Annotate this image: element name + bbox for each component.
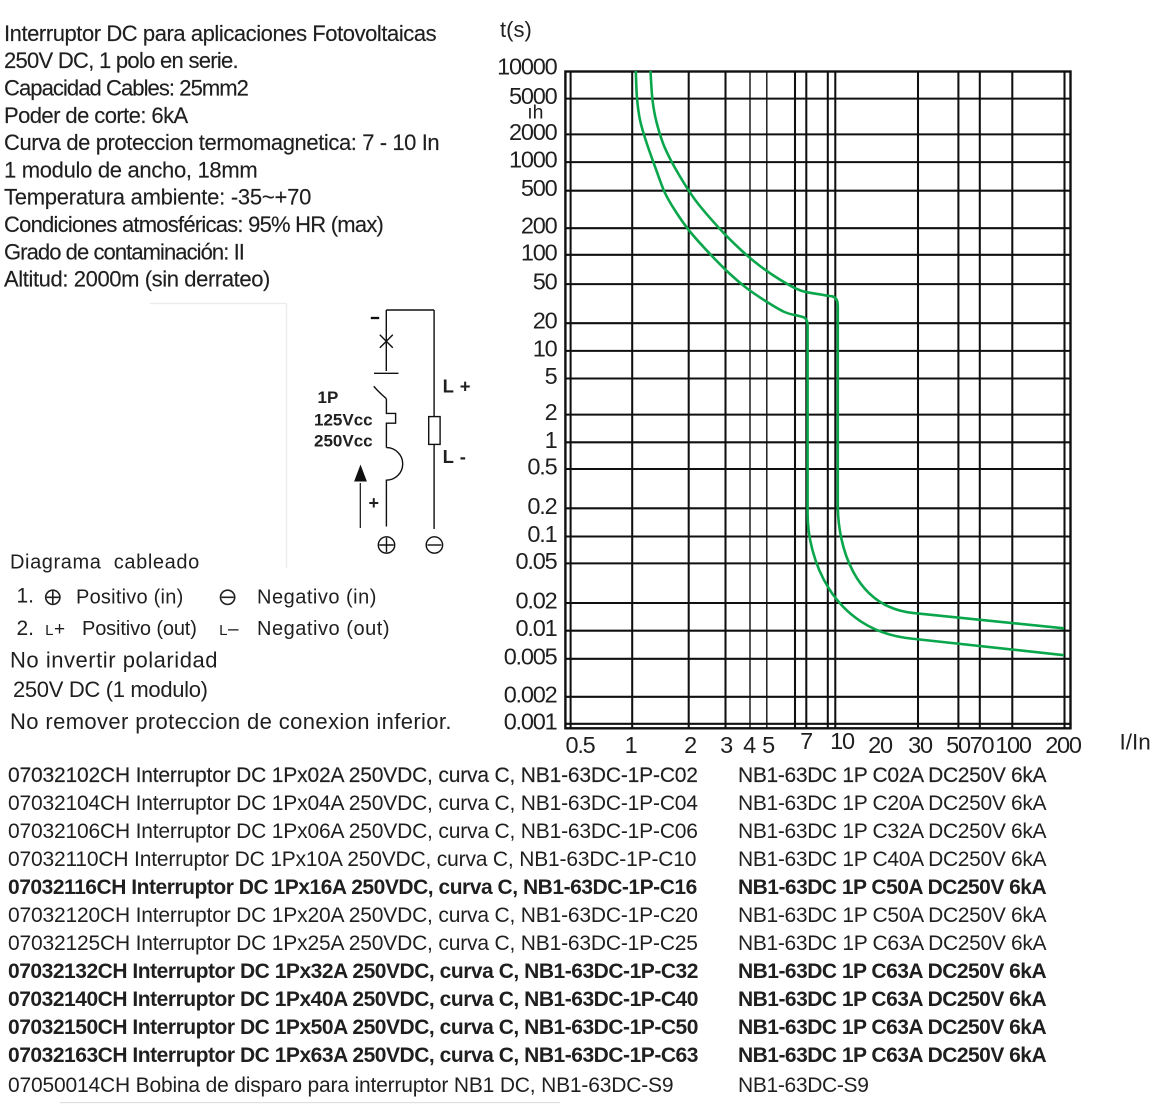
svg-text:Negativo (in): Negativo (in) [257,587,377,609]
svg-text:NB1-63DC 1P C63A DC250V 6kA: NB1-63DC 1P C63A DC250V 6kA [738,988,1046,1011]
svg-text:Capacidad Cables: 25mm2: Capacidad Cables: 25mm2 [4,76,249,101]
svg-text:NB1-63DC 1P C20A DC250V 6kA: NB1-63DC 1P C20A DC250V 6kA [738,792,1047,815]
svg-text:ıh: ıh [527,102,543,124]
svg-text:5: 5 [762,732,775,758]
svg-text:07032140CH Interruptor DC 1Px4: 07032140CH Interruptor DC 1Px40A 250VDC,… [8,988,698,1011]
svg-text:Interruptor DC para aplicacion: Interruptor DC para aplicaciones Fotovol… [4,21,437,46]
svg-text:30: 30 [908,732,933,758]
svg-text:+: + [369,493,380,513]
svg-text:0.02: 0.02 [516,588,557,614]
svg-text:Curva de proteccion termomagne: Curva de proteccion termomagnetica: 7 - … [4,130,439,155]
svg-text:07032110CH Interruptor DC 1Px1: 07032110CH Interruptor DC 1Px10A 250VDC,… [8,848,696,871]
svg-text:10: 10 [533,335,558,361]
svg-text:1.: 1. [17,585,35,608]
svg-text:250Vcc: 250Vcc [314,432,373,451]
svg-text:t(s): t(s) [500,17,532,42]
svg-text:07032163CH Interruptor DC 1Px6: 07032163CH Interruptor DC 1Px63A 250VDC,… [8,1044,698,1067]
svg-text:Negativo (out): Negativo (out) [257,618,390,640]
svg-text:0.01: 0.01 [516,615,557,641]
svg-text:3: 3 [720,732,733,758]
svg-text:L: L [219,622,227,639]
svg-text:NB1-63DC 1P C50A DC250V 6kA: NB1-63DC 1P C50A DC250V 6kA [738,876,1046,899]
svg-text:+: + [54,619,65,640]
svg-text:NB1-63DC 1P C63A DC250V 6kA: NB1-63DC 1P C63A DC250V 6kA [738,1016,1046,1039]
svg-text:Poder de corte: 6kA: Poder de corte: 6kA [4,103,189,128]
svg-text:07032116CH Interruptor DC 1Px1: 07032116CH Interruptor DC 1Px16A 250VDC,… [8,876,697,899]
svg-text:07050014CH Bobina de disparo p: 07050014CH Bobina de disparo para interr… [8,1074,673,1097]
svg-text:2: 2 [545,399,557,425]
svg-text:5000: 5000 [509,83,558,109]
svg-text:0.05: 0.05 [516,548,558,574]
svg-text:2: 2 [684,732,696,758]
svg-text:Grado de contaminación: II: Grado de contaminación: II [4,239,244,264]
svg-text:07032104CH Interruptor DC 1Px0: 07032104CH Interruptor DC 1Px04A 250VDC,… [8,792,698,815]
svg-text:L -: L - [443,446,467,467]
svg-text:0.005: 0.005 [504,643,558,669]
svg-text:L +: L + [443,376,471,397]
svg-text:NB1-63DC-S9: NB1-63DC-S9 [738,1074,869,1097]
svg-text:NB1-63DC 1P C63A DC250V 6kA: NB1-63DC 1P C63A DC250V 6kA [738,932,1047,955]
svg-text:20: 20 [868,732,893,758]
svg-text:125Vcc: 125Vcc [314,411,373,430]
svg-text:50: 50 [946,732,971,758]
svg-text:20: 20 [533,308,558,334]
svg-text:–: – [228,619,239,640]
svg-text:No invertir polaridad: No invertir polaridad [10,648,218,673]
svg-text:L: L [45,622,53,639]
svg-text:100: 100 [995,732,1032,758]
svg-text:0.5: 0.5 [527,454,557,480]
svg-text:07032120CH Interruptor DC 1Px2: 07032120CH Interruptor DC 1Px20A 250VDC,… [8,904,698,927]
svg-text:Positivo (in): Positivo (in) [76,587,183,609]
svg-text:7: 7 [800,728,812,754]
svg-text:1 modulo de ancho, 18mm: 1 modulo de ancho, 18mm [4,157,257,182]
svg-text:4: 4 [743,732,756,758]
svg-text:Altitud: 2000m (sin derrateo): Altitud: 2000m (sin derrateo) [4,267,270,292]
svg-text:2000: 2000 [509,119,558,145]
svg-text:2.: 2. [17,617,35,640]
svg-text:No remover proteccion de conex: No remover proteccion de conexion inferi… [10,709,452,734]
svg-text:1: 1 [545,427,557,453]
svg-text:07032125CH Interruptor DC 1Px2: 07032125CH Interruptor DC 1Px25A 250VDC,… [8,932,698,955]
svg-text:10000: 10000 [497,54,557,80]
svg-text:07032132CH Interruptor DC 1Px3: 07032132CH Interruptor DC 1Px32A 250VDC,… [8,960,698,983]
svg-text:500: 500 [521,175,558,201]
svg-text:Diagrama cableado: Diagrama cableado [10,552,200,574]
svg-text:250V DC, 1 polo en serie.: 250V DC, 1 polo en serie. [4,48,238,73]
svg-text:100: 100 [521,239,558,265]
svg-text:NB1-63DC 1P C02A DC250V 6kA: NB1-63DC 1P C02A DC250V 6kA [738,764,1047,787]
svg-text:0.002: 0.002 [504,681,557,707]
svg-text:NB1-63DC 1P C63A DC250V 6kA: NB1-63DC 1P C63A DC250V 6kA [738,960,1046,983]
svg-text:NB1-63DC 1P C50A DC250V 6kA: NB1-63DC 1P C50A DC250V 6kA [738,904,1047,927]
svg-text:200: 200 [1045,732,1082,758]
svg-text:1000: 1000 [509,147,558,173]
svg-text:0.1: 0.1 [527,521,556,547]
svg-text:250V DC (1 modulo): 250V DC (1 modulo) [13,677,208,702]
svg-text:07032102CH Interruptor DC 1Px0: 07032102CH Interruptor DC 1Px02A 250VDC,… [8,764,698,787]
svg-text:NB1-63DC 1P C40A DC250V 6kA: NB1-63DC 1P C40A DC250V 6kA [738,848,1047,871]
svg-text:10: 10 [830,728,855,754]
svg-text:50: 50 [533,269,558,295]
svg-text:Condiciones atmosféricas: 95%: Condiciones atmosféricas: 95% HR (max) [4,212,383,237]
svg-text:0.5: 0.5 [565,732,595,758]
svg-text:0.001: 0.001 [504,708,557,734]
svg-text:1: 1 [625,732,637,758]
svg-text:NB1-63DC 1P C32A DC250V 6kA: NB1-63DC 1P C32A DC250V 6kA [738,820,1047,843]
svg-text:NB1-63DC 1P C63A DC250V 6kA: NB1-63DC 1P C63A DC250V 6kA [738,1044,1046,1067]
svg-text:07032150CH Interruptor DC 1Px5: 07032150CH Interruptor DC 1Px50A 250VDC,… [8,1016,698,1039]
svg-text:Temperatura ambiente: -35~+70: Temperatura ambiente: -35~+70 [4,185,311,210]
svg-text:1P: 1P [318,388,339,407]
svg-text:07032106CH Interruptor DC 1Px0: 07032106CH Interruptor DC 1Px06A 250VDC,… [8,820,698,843]
svg-text:5: 5 [545,363,558,389]
svg-text:I/In: I/In [1120,730,1151,755]
svg-text:Positivo (out): Positivo (out) [82,618,197,640]
svg-text:200: 200 [521,213,558,239]
svg-text:70: 70 [970,732,995,758]
svg-text:0.2: 0.2 [527,493,556,519]
